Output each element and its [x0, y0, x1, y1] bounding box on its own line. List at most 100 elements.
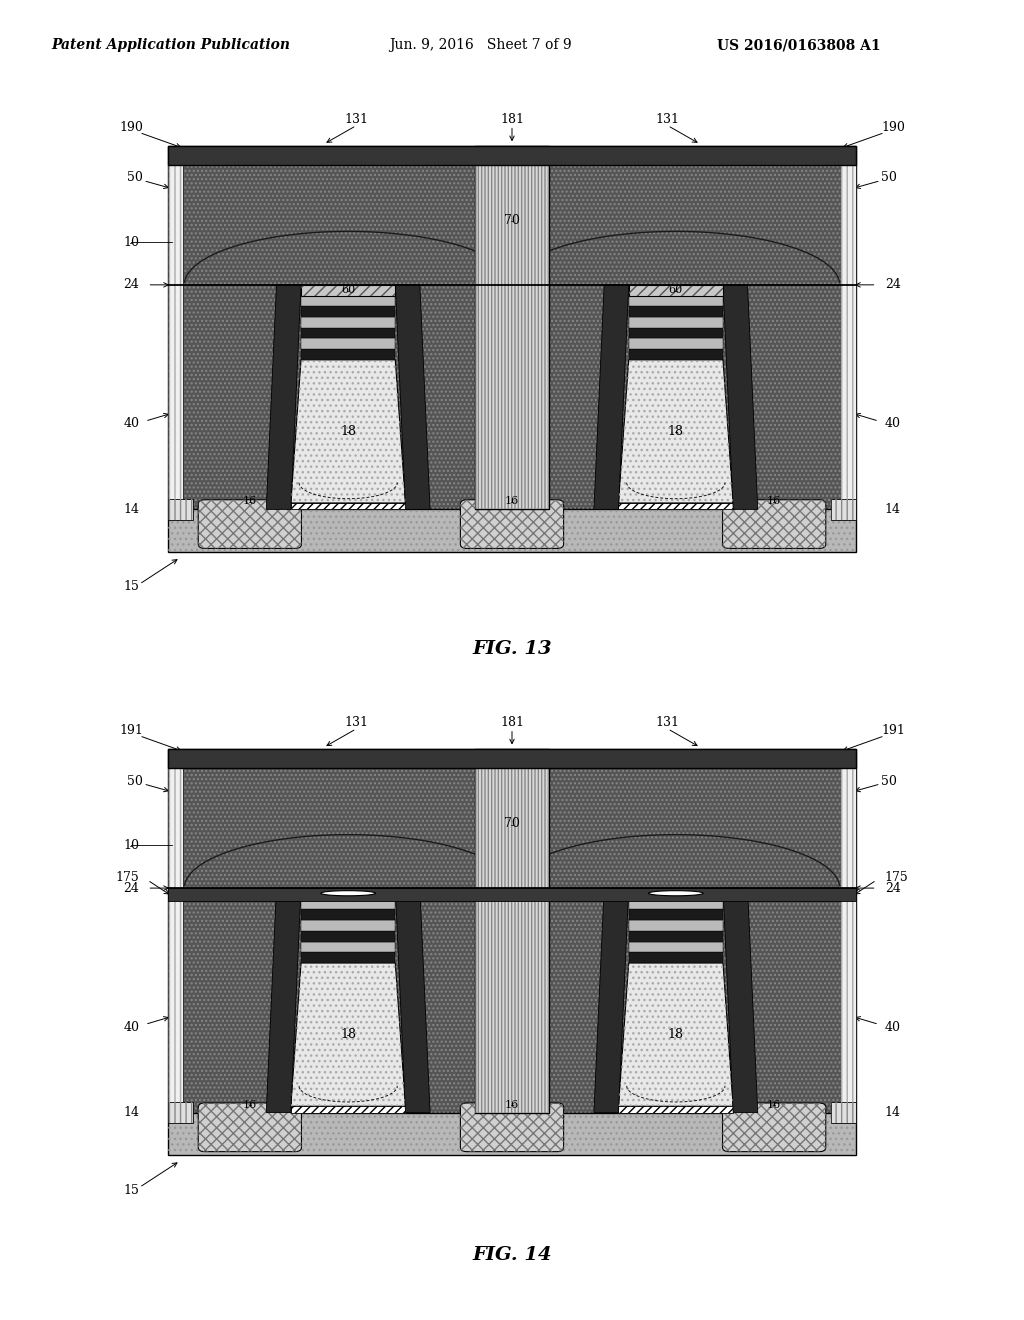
Text: 190: 190 [119, 120, 143, 133]
Text: 70: 70 [504, 817, 520, 830]
Bar [168, 510, 856, 552]
Bar [475, 748, 549, 1113]
Bar [629, 306, 723, 317]
Bar [629, 941, 723, 952]
Text: 16: 16 [767, 496, 781, 507]
Bar [629, 285, 723, 296]
Bar [301, 931, 395, 941]
Bar [842, 748, 856, 1113]
Text: 24: 24 [123, 882, 139, 895]
Bar [168, 145, 856, 510]
Bar [629, 952, 723, 964]
Ellipse shape [648, 891, 703, 896]
Bar [168, 145, 182, 510]
FancyBboxPatch shape [461, 1104, 563, 1151]
Text: 16: 16 [767, 1100, 781, 1110]
Bar [301, 317, 395, 327]
Bar [168, 510, 856, 552]
Bar [629, 899, 723, 909]
Text: 131: 131 [655, 112, 680, 125]
FancyBboxPatch shape [199, 1104, 301, 1151]
Text: 24: 24 [885, 279, 901, 292]
Text: FIG. 14: FIG. 14 [472, 1246, 552, 1265]
Bar [291, 503, 406, 510]
Polygon shape [266, 285, 301, 510]
Bar [475, 145, 549, 510]
Bar [301, 888, 395, 899]
Bar [168, 1113, 856, 1155]
Text: FIG. 13: FIG. 13 [472, 640, 552, 659]
Bar [301, 338, 395, 348]
Bar [168, 145, 182, 510]
Bar [301, 285, 395, 296]
Text: 16: 16 [505, 1100, 519, 1110]
Bar [629, 327, 723, 338]
Polygon shape [723, 285, 758, 510]
Polygon shape [266, 888, 301, 1113]
Text: 18: 18 [340, 1028, 356, 1041]
Bar [629, 285, 723, 296]
Polygon shape [395, 888, 430, 1113]
Bar [301, 327, 395, 338]
FancyBboxPatch shape [199, 500, 301, 548]
Bar [291, 503, 406, 510]
Text: 10: 10 [123, 235, 139, 248]
Bar [168, 748, 856, 1113]
Bar [629, 338, 723, 348]
Text: 40: 40 [885, 1020, 901, 1034]
Bar [618, 1106, 733, 1113]
Text: 10: 10 [123, 838, 139, 851]
Bar [168, 145, 856, 165]
Bar [831, 499, 856, 520]
Bar [629, 931, 723, 941]
Text: 18: 18 [668, 425, 684, 438]
Bar [831, 1102, 856, 1123]
Text: 181: 181 [500, 715, 524, 729]
Text: Patent Application Publication: Patent Application Publication [51, 38, 290, 53]
Bar [831, 1102, 856, 1123]
Bar [629, 348, 723, 359]
Bar [475, 748, 549, 1113]
Text: 14: 14 [885, 503, 901, 516]
Bar [301, 899, 395, 909]
Text: 131: 131 [655, 715, 680, 729]
Text: 181: 181 [500, 112, 524, 125]
Text: 70: 70 [504, 214, 520, 227]
Bar [168, 748, 856, 1113]
Polygon shape [291, 359, 406, 503]
Bar [629, 909, 723, 920]
Text: 15: 15 [123, 581, 139, 594]
Polygon shape [723, 888, 758, 1113]
Bar [168, 888, 856, 902]
Bar [618, 503, 733, 510]
Text: 131: 131 [344, 715, 369, 729]
Text: 24: 24 [885, 882, 901, 895]
Text: 60: 60 [669, 285, 683, 296]
Bar [475, 145, 549, 510]
Bar [629, 296, 723, 306]
Bar [168, 1102, 193, 1123]
Bar [301, 296, 395, 306]
Text: 14: 14 [123, 1106, 139, 1119]
Text: 175: 175 [116, 871, 139, 884]
Text: 14: 14 [123, 503, 139, 516]
Text: 16: 16 [243, 496, 257, 507]
Bar [301, 348, 395, 359]
Text: Jun. 9, 2016   Sheet 7 of 9: Jun. 9, 2016 Sheet 7 of 9 [389, 38, 571, 53]
Bar [618, 503, 733, 510]
Bar [301, 306, 395, 317]
Polygon shape [594, 888, 629, 1113]
Bar [168, 499, 193, 520]
Polygon shape [618, 964, 733, 1106]
Text: 191: 191 [119, 723, 143, 737]
Text: 40: 40 [123, 417, 139, 430]
Bar [291, 1106, 406, 1113]
Text: 191: 191 [881, 723, 905, 737]
Bar [629, 920, 723, 931]
Bar [618, 1106, 733, 1113]
FancyBboxPatch shape [723, 500, 825, 548]
Bar [301, 941, 395, 952]
Bar [301, 920, 395, 931]
Bar [301, 285, 395, 296]
Bar [291, 1106, 406, 1113]
